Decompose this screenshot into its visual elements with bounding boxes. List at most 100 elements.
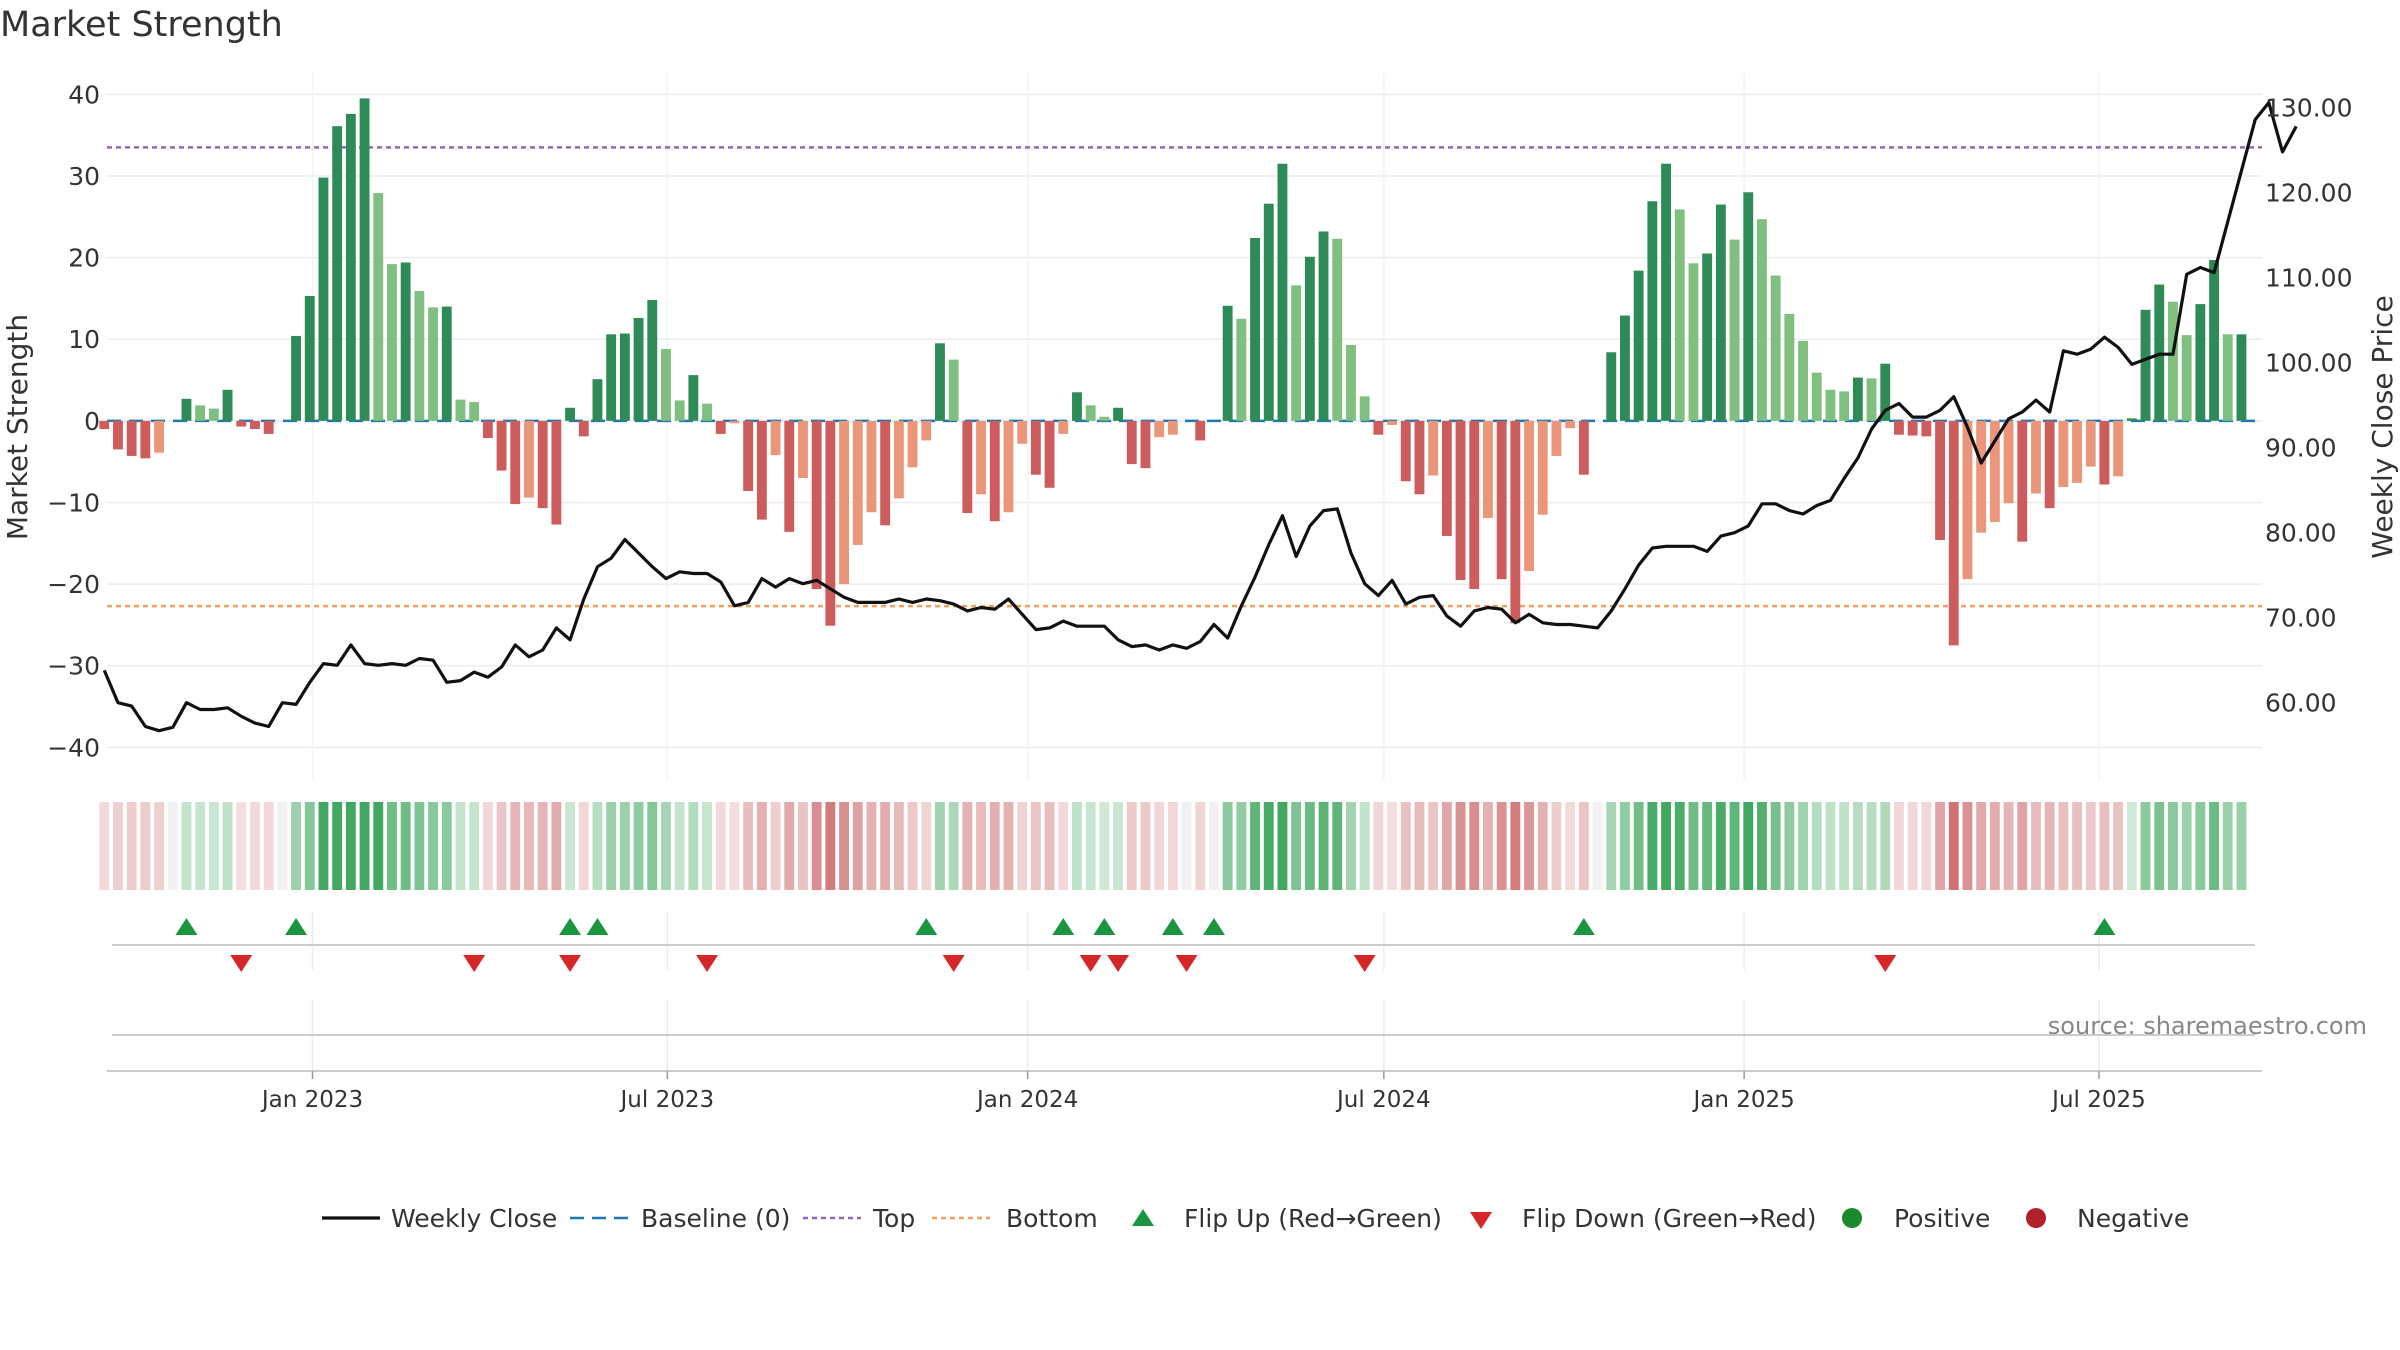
- strength-bar: [1551, 420, 1562, 456]
- heat-cell: [291, 802, 301, 890]
- strength-bar: [236, 420, 247, 427]
- strength-bar: [1688, 263, 1699, 421]
- strength-bar: [140, 420, 151, 459]
- heat-cell: [633, 802, 644, 890]
- flip-down-marker: [1353, 955, 1376, 972]
- strength-bar: [1674, 209, 1685, 421]
- heat-cell: [482, 802, 493, 890]
- strength-bar: [1989, 420, 2000, 523]
- strength-bar: [1414, 420, 1425, 495]
- strength-bar: [1743, 192, 1754, 421]
- y-tick-label: 30: [68, 162, 100, 191]
- heat-cell: [2126, 802, 2137, 890]
- y2-tick-label: 70.00: [2265, 604, 2337, 633]
- heat-cell: [962, 802, 973, 890]
- strength-bar: [2126, 418, 2137, 421]
- heat-cell: [702, 802, 712, 890]
- strength-bar: [510, 420, 521, 505]
- strength-bar: [1537, 420, 1548, 515]
- heat-cell: [496, 802, 507, 890]
- strength-bar: [1852, 377, 1863, 421]
- heat-cell: [1167, 802, 1178, 890]
- heat-cell: [647, 802, 658, 890]
- strength-bar: [1154, 420, 1165, 438]
- strength-bar: [907, 420, 918, 468]
- heat-cell: [1154, 802, 1165, 890]
- heat-cell: [1140, 802, 1151, 890]
- heat-cell: [1030, 802, 1041, 890]
- y2-axis-label: Weekly Close Price: [2366, 295, 2399, 558]
- strength-bar: [2140, 309, 2151, 421]
- heat-cell: [1414, 802, 1425, 890]
- strength-bar: [2031, 420, 2041, 494]
- heat-cell: [770, 802, 781, 890]
- flip-markers-panel: [112, 912, 2255, 972]
- heat-cell: [181, 802, 192, 890]
- heat-cell: [154, 802, 164, 890]
- strength-bar: [2072, 420, 2082, 483]
- legend-swatch-circle: [2026, 1208, 2046, 1228]
- heat-cell: [2072, 802, 2082, 890]
- left-axis-ticks: 40 30 20 10 0 −10 −20 −30 −40: [47, 80, 100, 762]
- flip-up-marker: [1202, 918, 1225, 935]
- heat-cell: [1277, 802, 1288, 890]
- strength-bar: [1811, 372, 1822, 421]
- heat-cell: [2236, 802, 2247, 890]
- strength-bar: [1661, 163, 1671, 421]
- heat-cell: [578, 802, 589, 890]
- strength-bar: [729, 420, 740, 424]
- strength-bar: [126, 420, 137, 456]
- strength-bar: [1935, 420, 1945, 541]
- strength-bar: [1428, 420, 1439, 476]
- strength-bar: [469, 402, 480, 421]
- heat-cell: [756, 802, 767, 890]
- heat-cell: [1428, 802, 1439, 890]
- strength-bar: [2209, 260, 2219, 421]
- y-tick-label: 0: [84, 407, 100, 436]
- strength-bar: [318, 177, 329, 421]
- heat-cell: [1592, 802, 1603, 890]
- heat-cell: [1222, 802, 1233, 890]
- heat-cell: [1099, 802, 1110, 890]
- strength-bar: [921, 420, 932, 441]
- legend-label: Negative: [2077, 1204, 2189, 1233]
- heat-cell: [1304, 802, 1315, 890]
- strength-bar: [1304, 256, 1315, 421]
- legend-label: Top: [872, 1204, 915, 1233]
- strength-bar: [1291, 285, 1302, 421]
- strength-bar: [2017, 420, 2028, 542]
- y-tick-label: 20: [68, 244, 100, 273]
- heat-cell: [1811, 802, 1822, 890]
- y-tick-label: −40: [47, 733, 100, 762]
- strength-bar: [578, 420, 589, 437]
- heat-cell: [1209, 802, 1219, 890]
- heat-cell: [1469, 802, 1480, 890]
- heat-cell: [140, 802, 151, 890]
- strength-bar: [208, 408, 219, 421]
- heat-cell: [989, 802, 1000, 890]
- flip-up-marker: [175, 918, 198, 935]
- y-tick-label: 10: [68, 325, 100, 354]
- strength-bar: [1894, 420, 1904, 435]
- strength-bar: [633, 317, 644, 421]
- gridlines: [107, 73, 2262, 780]
- heat-cell: [1852, 802, 1863, 890]
- strength-bar: [1058, 420, 1069, 434]
- strength-bar: [373, 193, 384, 421]
- heat-cell: [866, 802, 877, 890]
- heat-cell: [537, 802, 548, 890]
- flip-down-marker: [230, 955, 253, 972]
- heat-cell: [1894, 802, 1904, 890]
- heat-cell: [2031, 802, 2041, 890]
- heat-cell: [1770, 802, 1781, 890]
- heat-cell: [1674, 802, 1685, 890]
- strength-bar: [1126, 420, 1137, 465]
- legend-swatch-flip-up: [1132, 1209, 1154, 1226]
- strength-bar: [852, 420, 863, 545]
- strength-bar: [387, 264, 397, 421]
- strength-bar: [1729, 239, 1740, 421]
- strength-bar: [2181, 335, 2192, 421]
- heat-cell: [1743, 802, 1754, 890]
- strength-bar: [688, 375, 699, 421]
- strength-bar: [1770, 275, 1781, 421]
